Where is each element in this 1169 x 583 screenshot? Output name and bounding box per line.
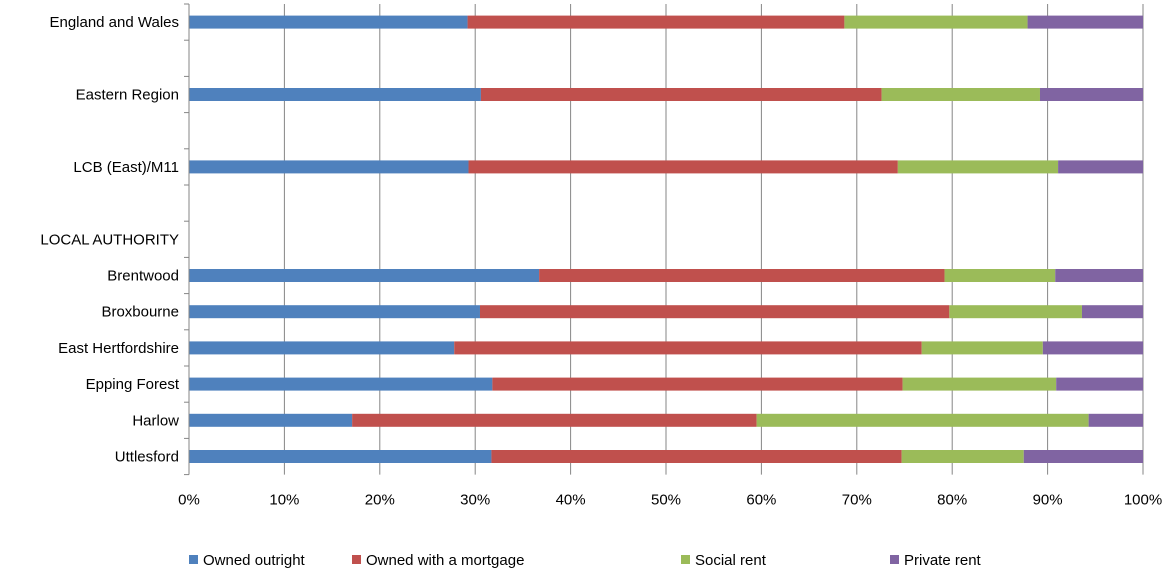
legend-swatch <box>890 555 899 564</box>
bar-segment <box>901 450 1024 463</box>
bar-segment <box>1027 15 1143 29</box>
bar-segment <box>897 160 1059 174</box>
bar-segment <box>189 413 353 427</box>
legend-label: Private rent <box>904 552 982 569</box>
x-tick-label: 0% <box>178 492 200 509</box>
category-label: Brentwood <box>107 268 179 285</box>
bar-segment <box>189 341 455 355</box>
bar-segment <box>1042 341 1143 355</box>
bar-segment <box>1039 88 1143 101</box>
bar-segment <box>1058 160 1143 174</box>
x-tick-label: 30% <box>460 492 490 509</box>
bar-segment <box>189 15 468 29</box>
bar-segment <box>1055 269 1143 282</box>
bar-segment <box>189 377 493 391</box>
bar-segment <box>189 160 469 174</box>
x-tick-label: 40% <box>556 492 586 509</box>
bar-segment <box>468 160 898 174</box>
x-tick-label: 50% <box>651 492 681 509</box>
bar-segment <box>1023 450 1143 463</box>
bar-segment <box>539 269 945 282</box>
bar-segment <box>949 305 1082 319</box>
x-tick-label: 10% <box>269 492 299 509</box>
x-tick-label: 100% <box>1124 492 1162 509</box>
bar-segment <box>944 269 1056 282</box>
category-label: LOCAL AUTHORITY <box>40 231 179 248</box>
bar-segment <box>189 305 480 319</box>
category-label: Broxbourne <box>101 304 179 321</box>
category-label: Epping Forest <box>86 376 180 393</box>
bar-segment <box>756 413 1089 427</box>
category-label: England and Wales <box>49 14 179 31</box>
bar-segment <box>1081 305 1143 319</box>
bar-segment <box>902 377 1057 391</box>
bar-segment <box>881 88 1040 101</box>
bar-segment <box>189 88 481 101</box>
x-tick-label: 70% <box>842 492 872 509</box>
legend-swatch <box>189 555 198 564</box>
category-label: Eastern Region <box>76 87 179 104</box>
bar-segment <box>492 377 903 391</box>
bar-segment <box>479 305 950 319</box>
category-label: Uttlesford <box>115 449 179 466</box>
legend-label: Social rent <box>695 552 767 569</box>
x-tick-label: 60% <box>746 492 776 509</box>
bar-segment <box>921 341 1043 355</box>
bar-segment <box>1088 413 1143 427</box>
legend-swatch <box>352 555 361 564</box>
legend-label: Owned with a mortgage <box>366 552 524 569</box>
x-tick-label: 90% <box>1033 492 1063 509</box>
x-tick-label: 80% <box>937 492 967 509</box>
bar-segment <box>844 15 1028 29</box>
bar-segment <box>491 450 902 463</box>
category-label: East Hertfordshire <box>58 340 179 357</box>
bar-segment <box>189 450 492 463</box>
legend-swatch <box>681 555 690 564</box>
category-label: Harlow <box>132 412 179 429</box>
bar-segment <box>352 413 757 427</box>
legend-label: Owned outright <box>203 552 306 569</box>
category-label: LCB (East)/M11 <box>73 159 179 176</box>
bar-segment <box>189 269 540 282</box>
bar-segment <box>480 88 882 101</box>
bar-segment <box>454 341 922 355</box>
bar-segment <box>467 15 845 29</box>
x-tick-label: 20% <box>365 492 395 509</box>
bar-segment <box>1056 377 1143 391</box>
